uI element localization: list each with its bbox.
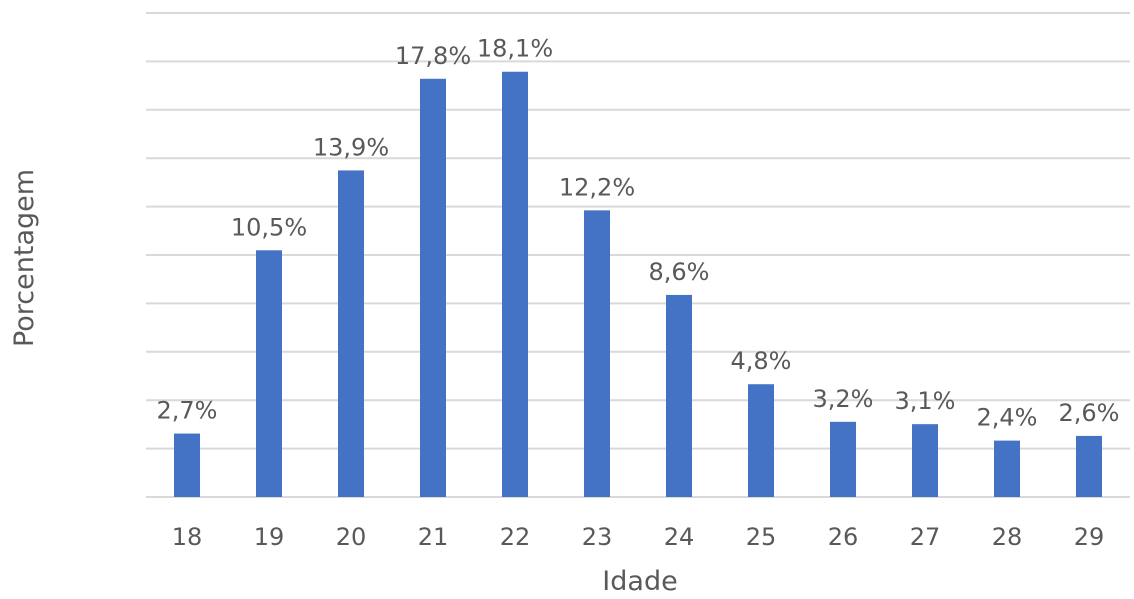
data-label-23: 12,2% [559, 173, 635, 201]
data-label-25: 4,8% [731, 347, 792, 375]
x-axis-title: Idade [602, 566, 677, 597]
x-tick-label-21: 21 [418, 523, 449, 551]
bar-22 [502, 71, 528, 498]
bar-27 [912, 424, 938, 497]
bar-20 [338, 170, 364, 497]
bar-28 [994, 440, 1020, 497]
data-label-24: 8,6% [649, 258, 710, 286]
bars [174, 71, 1102, 498]
data-label-26: 3,2% [813, 385, 874, 413]
x-tick-label-28: 28 [992, 523, 1023, 551]
x-tick-label-22: 22 [500, 523, 531, 551]
x-tick-label-23: 23 [582, 523, 613, 551]
data-label-19: 10,5% [231, 213, 307, 241]
x-tick-label-27: 27 [910, 523, 941, 551]
data-label-28: 2,4% [977, 404, 1038, 432]
y-axis-title: Porcentagem [9, 169, 40, 347]
x-tick-label-18: 18 [172, 523, 203, 551]
bar-25 [748, 384, 774, 497]
bar-19 [256, 250, 282, 497]
x-tick-label-26: 26 [828, 523, 859, 551]
data-label-20: 13,9% [313, 133, 389, 161]
data-label-18: 2,7% [157, 397, 218, 425]
bar-18 [174, 433, 200, 497]
data-label-21: 17,8% [395, 42, 471, 70]
bar-23 [584, 210, 610, 497]
data-labels: 2,7% 10,5% 13,9% 17,8% 18,1% 12,2% 8,6% 4,8% 3,2… [157, 35, 1120, 432]
data-label-22: 18,1% [477, 35, 553, 63]
bar-26 [830, 421, 856, 497]
bar-24 [666, 294, 692, 497]
x-tick-label-20: 20 [336, 523, 367, 551]
x-tick-label-29: 29 [1074, 523, 1105, 551]
data-label-27: 3,1% [895, 387, 956, 415]
data-label-29: 2,6% [1059, 399, 1120, 427]
x-tick-labels: 18 19 20 21 22 23 24 25 26 27 28 29 [172, 523, 1105, 551]
gridlines [146, 12, 1130, 498]
bar-29 [1076, 435, 1102, 497]
x-tick-label-19: 19 [254, 523, 285, 551]
bar-21 [420, 78, 446, 497]
x-tick-label-25: 25 [746, 523, 777, 551]
x-tick-label-24: 24 [664, 523, 695, 551]
